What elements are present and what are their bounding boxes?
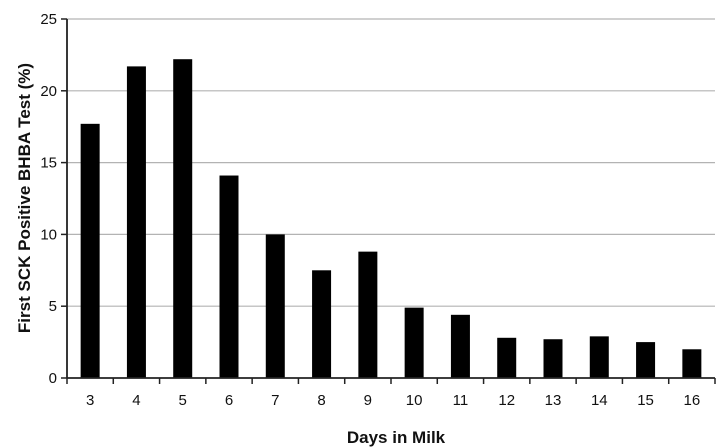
gridlines	[67, 18, 715, 307]
bar-day-16	[682, 349, 702, 378]
x-tick-label: 6	[225, 392, 233, 409]
x-tick-label: 8	[317, 392, 325, 409]
bar-day-11	[450, 314, 470, 378]
bar-day-3	[80, 123, 100, 378]
x-tick-label: 11	[453, 392, 469, 409]
y-tick-label: 25	[40, 11, 57, 28]
x-tick-label: 5	[179, 392, 187, 409]
y-tick-label: 0	[49, 370, 57, 387]
bar-day-7	[265, 234, 285, 378]
x-tick-label: 16	[684, 392, 701, 409]
x-tick-label: 12	[498, 392, 515, 409]
bar-day-14	[589, 336, 609, 378]
bars	[80, 59, 702, 378]
bar-day-6	[219, 175, 239, 378]
x-tick-label: 3	[86, 392, 94, 409]
bar-day-4	[126, 66, 146, 378]
bar-day-9	[358, 251, 378, 378]
y-tick-label: 20	[40, 83, 57, 100]
bar-day-10	[404, 307, 424, 378]
y-axis-title: First SCK Positive BHBA Test (%)	[15, 63, 34, 333]
bar-day-5	[173, 59, 193, 378]
x-tick-label: 7	[271, 392, 279, 409]
y-tick-label: 10	[40, 226, 57, 243]
axes	[61, 18, 716, 384]
x-tick-label: 4	[132, 392, 140, 409]
x-tick-label: 15	[637, 392, 654, 409]
bar-day-8	[312, 270, 332, 378]
bar-day-13	[543, 339, 563, 378]
x-tick-label: 9	[364, 392, 372, 409]
bar-day-15	[636, 342, 656, 378]
tick-labels: 0 5 10 15 20 25 3 4 5 6 7 8 9 10 11 12 13 14 15 16	[40, 11, 700, 409]
y-tick-label: 15	[40, 155, 57, 172]
y-tick-label: 5	[49, 298, 57, 315]
x-tick-label: 13	[545, 392, 562, 409]
x-tick-label: 10	[406, 392, 423, 409]
bar-day-12	[497, 337, 517, 378]
x-tick-label: 14	[591, 392, 608, 409]
x-axis-title: Days in Milk	[347, 428, 446, 447]
